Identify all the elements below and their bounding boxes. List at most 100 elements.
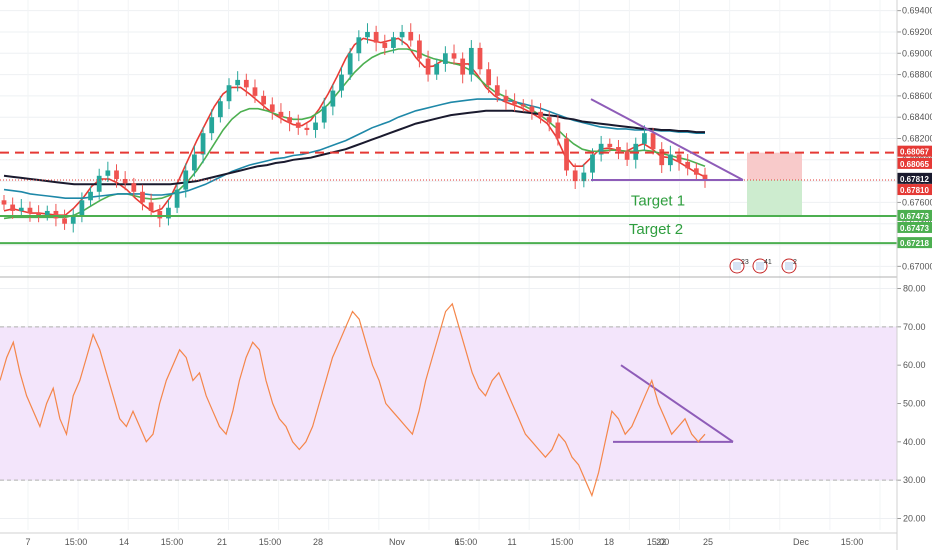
- oscillator-tick-label: 40.00: [903, 437, 926, 447]
- candle: [512, 93, 517, 112]
- time-tick-label: 15:00: [551, 537, 574, 547]
- candle-body: [330, 90, 336, 107]
- price-axis[interactable]: 0.670000.672000.674000.676000.678000.680…: [897, 0, 932, 277]
- candle: [486, 62, 492, 94]
- price-tag-label: 0.67810: [900, 186, 929, 195]
- candle-body: [659, 149, 665, 166]
- candle-body: [53, 210, 59, 219]
- candle-body: [209, 117, 215, 134]
- price-triangle-upper[interactable]: [590, 98, 744, 181]
- candle: [693, 163, 699, 181]
- time-axis[interactable]: 7 15:00 14 15:00 21 15:00 28 Nov 615:00 11 15:00 18…: [0, 532, 897, 547]
- marker-badge: 41: [764, 259, 772, 266]
- candle-body: [512, 101, 517, 105]
- candle: [668, 145, 673, 172]
- candle-body: [114, 170, 119, 179]
- candle-body: [200, 133, 206, 155]
- candle: [347, 47, 353, 80]
- price-tick-label: 0.68400: [902, 112, 932, 122]
- time-tick-label: 15:00: [455, 537, 478, 547]
- candle-body: [79, 200, 85, 216]
- time-tick-label: Dec: [793, 537, 810, 547]
- price-tag[interactable]: 0.68065: [897, 157, 932, 169]
- candle: [555, 114, 561, 146]
- price-tag-label: 0.67218: [900, 239, 929, 248]
- price-tag[interactable]: 0.67810: [897, 184, 932, 196]
- candle-body: [347, 53, 353, 75]
- risk-reward-boxes: [747, 152, 802, 216]
- candle: [572, 163, 578, 189]
- candle: [581, 163, 587, 188]
- oscillator-axis[interactable]: 20.00 30.00 40.00 50.00 60.00 70.00 80.00: [897, 284, 926, 524]
- candle-body: [321, 106, 327, 123]
- candle-body: [425, 58, 431, 75]
- time-tick-label: 15:00: [161, 537, 184, 547]
- candle: [27, 201, 33, 222]
- flag-icon[interactable]: 41: [752, 258, 772, 274]
- candle: [391, 31, 396, 54]
- time-tick-label: 14: [119, 537, 129, 547]
- moving-average-line: [3, 37, 706, 216]
- candle-body: [235, 79, 241, 86]
- price-tag[interactable]: 0.67218: [897, 237, 932, 249]
- time-tick-label: 15:00: [259, 537, 282, 547]
- candle: [278, 103, 284, 124]
- candle-body: [650, 133, 656, 150]
- triangle-drawings: [590, 98, 744, 443]
- candle-body: [642, 133, 647, 144]
- candle-body: [96, 175, 102, 192]
- target-label: Target 1: [631, 192, 685, 209]
- price-tag[interactable]: 0.67473: [897, 209, 932, 221]
- event-markers[interactable]: 23 41 2: [729, 258, 797, 274]
- price-tick-label: 0.67000: [902, 261, 932, 271]
- candle-body: [564, 138, 569, 171]
- flag-icon[interactable]: 23: [729, 258, 749, 274]
- price-tick-label: 0.69000: [902, 48, 932, 58]
- candle: [624, 142, 630, 166]
- candle: [140, 184, 145, 211]
- candle-body: [140, 191, 145, 203]
- candle-body: [442, 53, 448, 64]
- time-tick-label: 11: [507, 537, 516, 547]
- candle-body: [287, 117, 292, 123]
- candle: [546, 111, 552, 132]
- oscillator-triangle-upper[interactable]: [620, 364, 734, 443]
- candle-body: [313, 122, 318, 130]
- oscillator-tick-label: 50.00: [903, 399, 926, 409]
- candle: [417, 34, 422, 68]
- candle: [252, 79, 258, 103]
- horizontal-levels: [0, 151, 897, 245]
- price-tag[interactable]: 0.68067: [897, 145, 932, 157]
- price-tag[interactable]: 0.67473: [897, 221, 932, 233]
- time-tick-label: 18: [604, 537, 614, 547]
- price-tag[interactable]: 0.67812: [897, 172, 932, 184]
- candle: [607, 138, 613, 153]
- candle: [166, 199, 171, 226]
- candle: [590, 148, 595, 182]
- candle: [451, 44, 457, 65]
- candle: [148, 193, 154, 218]
- price-tick-label: 0.69400: [902, 6, 932, 16]
- candle: [79, 192, 85, 223]
- oscillator-band-fill: [0, 326, 897, 481]
- candle-body: [373, 31, 379, 43]
- flag-icon[interactable]: 2: [781, 258, 797, 274]
- candle: [321, 97, 327, 129]
- candle-body: [503, 95, 509, 102]
- candle: [1, 194, 7, 210]
- candle-body: [486, 69, 492, 86]
- candle-body: [555, 122, 561, 139]
- candle-body: [44, 210, 50, 216]
- candle-body: [668, 154, 673, 166]
- marker-flag: [756, 262, 764, 270]
- moving-average-line: [3, 109, 705, 186]
- price-tag-bg: [897, 209, 932, 221]
- oscillator-tick-label: 70.00: [903, 322, 926, 332]
- candle-body: [148, 202, 154, 211]
- candle: [373, 25, 379, 52]
- price-tick-label: 0.68200: [902, 134, 932, 144]
- price-candles: [1, 23, 708, 233]
- oscillator-tick-label: 60.00: [903, 360, 926, 370]
- candle: [702, 167, 708, 188]
